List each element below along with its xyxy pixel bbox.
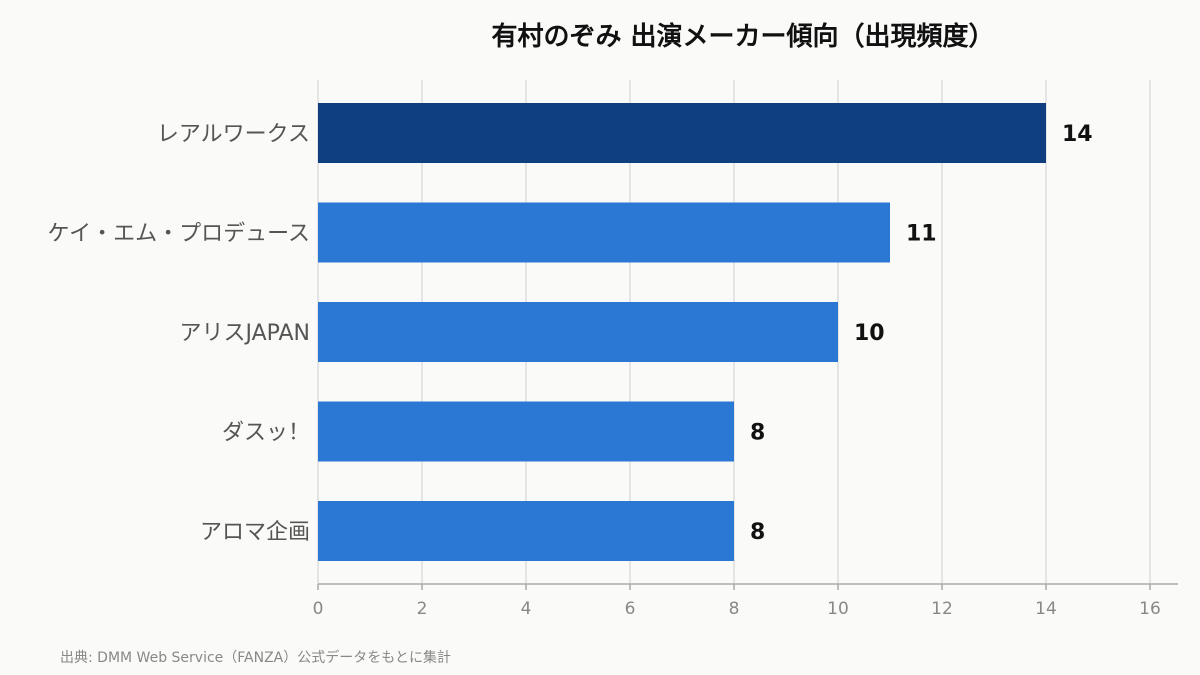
bar-0 bbox=[318, 103, 1046, 163]
x-tick-label-8: 8 bbox=[729, 599, 740, 619]
value-label-1: 11 bbox=[906, 222, 937, 247]
x-axis-ticks: 0 2 4 6 8 10 12 14 16 bbox=[313, 584, 1161, 619]
x-tick-label-0: 0 bbox=[313, 599, 324, 619]
value-label-2: 10 bbox=[854, 321, 885, 346]
source-note: 出典: DMM Web Service（FANZA）公式データをもとに集計 bbox=[60, 649, 451, 666]
x-tick-label-6: 6 bbox=[625, 599, 636, 619]
bars: レアルワークス 14 ケイ・エム・プロデュース 11 アリスJAPAN 10 ダスッ！ 8 アロ… bbox=[48, 103, 1093, 561]
category-label-2: アリスJAPAN bbox=[179, 321, 310, 346]
x-tick-label-2: 2 bbox=[417, 599, 428, 619]
category-label-1: ケイ・エム・プロデュース bbox=[48, 222, 310, 247]
value-label-4: 8 bbox=[750, 520, 765, 545]
x-tick-label-12: 12 bbox=[931, 599, 953, 619]
category-label-3: ダスッ！ bbox=[222, 421, 310, 446]
bar-2 bbox=[318, 302, 838, 362]
x-tick-label-4: 4 bbox=[521, 599, 532, 619]
value-label-3: 8 bbox=[750, 421, 765, 446]
bar-1 bbox=[318, 202, 890, 263]
value-label-0: 14 bbox=[1062, 122, 1093, 147]
x-tick-label-10: 10 bbox=[827, 599, 849, 619]
bar-3 bbox=[318, 401, 734, 462]
category-label-4: アロマ企画 bbox=[200, 520, 310, 545]
chart-title: 有村のぞみ 出演メーカー傾向（出現頻度） bbox=[491, 21, 994, 52]
x-tick-label-16: 16 bbox=[1139, 599, 1161, 619]
bar-4 bbox=[318, 501, 734, 561]
x-tick-label-14: 14 bbox=[1035, 599, 1057, 619]
category-label-0: レアルワークス bbox=[157, 122, 310, 147]
